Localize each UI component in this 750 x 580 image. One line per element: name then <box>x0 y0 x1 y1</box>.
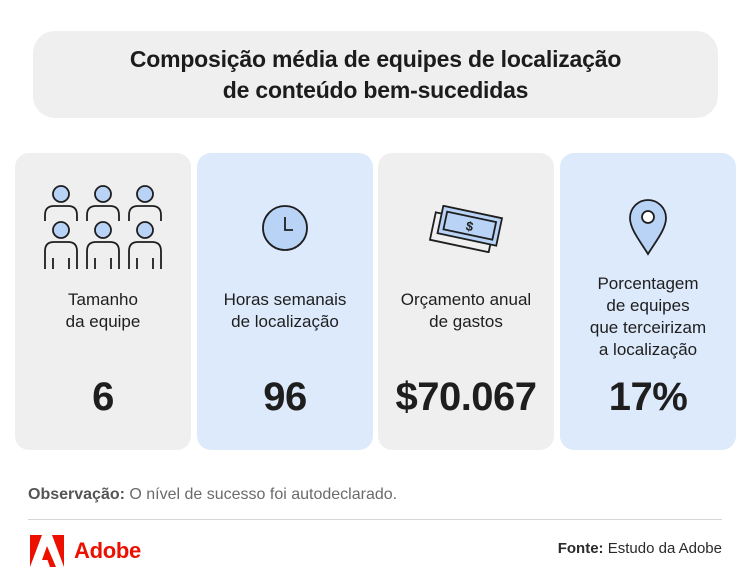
card-weekly-hours: Horas semanais de localização 96 <box>197 153 373 450</box>
card-value: 6 <box>92 375 114 419</box>
card-label: Orçamento anual de gastos <box>400 290 532 331</box>
card-label: Porcentagem de equipes que terceirizam a… <box>589 274 707 359</box>
title-line-1: Composição média de equipes de localizaç… <box>129 45 622 72</box>
source-text: Estudo da Adobe <box>603 540 722 557</box>
card-value: 96 <box>263 375 307 419</box>
card-value: $70.067 <box>395 375 537 419</box>
source: Fonte: Estudo da Adobe <box>558 540 722 557</box>
team-icon <box>15 183 191 275</box>
card-value: 17% <box>608 375 688 419</box>
clock-icon <box>197 203 373 253</box>
note-text: O nível de sucesso foi autodeclarado. <box>124 486 398 503</box>
title-line-2: de conteúdo bem-sucedidas <box>222 76 529 103</box>
note-label: Observação: <box>28 486 125 503</box>
adobe-logo-icon <box>30 535 64 567</box>
card-label: Tamanho da equipe <box>65 290 141 331</box>
source-label: Fonte: <box>557 540 604 557</box>
title-box: Composição média de equipes de localizaç… <box>33 31 718 118</box>
adobe-logo: Adobe <box>30 535 141 567</box>
location-pin-icon <box>560 197 736 257</box>
brand-name: Adobe <box>74 538 141 563</box>
card-annual-budget: $ Orçamento anual de gastos $70.067 <box>378 153 554 450</box>
svg-text:$: $ <box>465 218 476 234</box>
observation-note: Observação: O nível de sucesso foi autod… <box>28 486 397 504</box>
divider <box>28 519 722 520</box>
money-icon: $ <box>378 205 554 253</box>
card-label: Horas semanais de localização <box>223 290 347 331</box>
card-team-size: Tamanho da equipe 6 <box>15 153 191 450</box>
card-outsourcing: Porcentagem de equipes que terceirizam a… <box>560 153 736 450</box>
